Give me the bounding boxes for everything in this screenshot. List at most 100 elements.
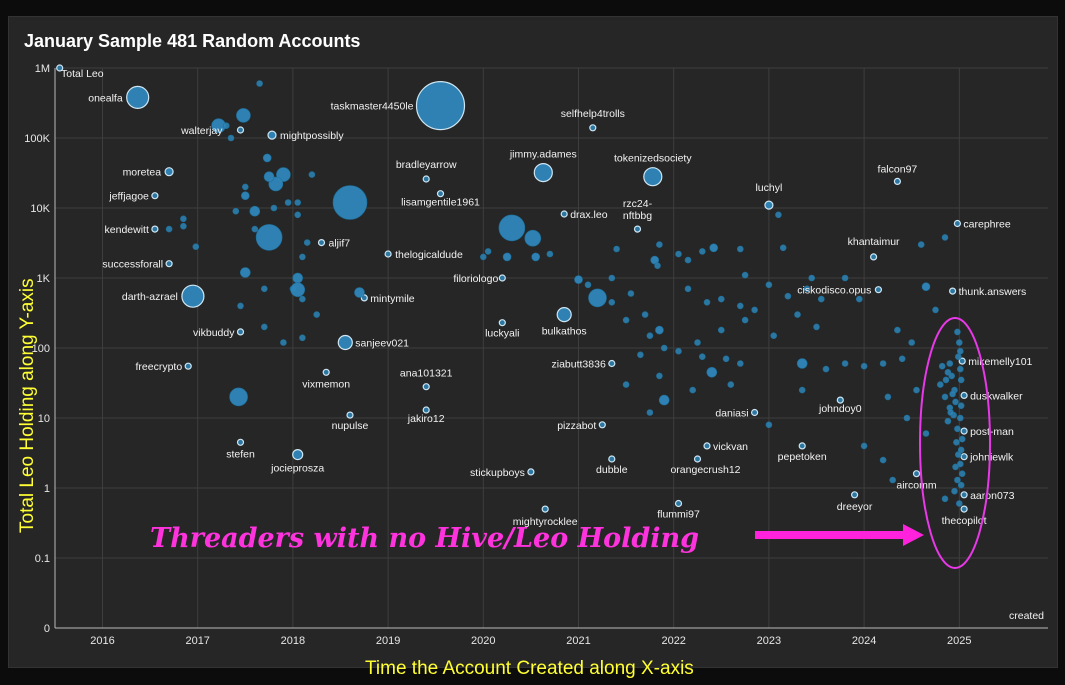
- data-point: [942, 376, 950, 384]
- data-point: [126, 85, 150, 110]
- x-tick-label: 2022: [661, 635, 685, 647]
- grid: [54, 67, 1048, 629]
- data-point: [957, 376, 965, 384]
- data-point: [955, 500, 963, 507]
- point-label: kendewitt: [105, 224, 149, 236]
- data-point: [884, 393, 892, 401]
- data-point: [242, 183, 249, 191]
- point-label: stefen: [226, 448, 255, 460]
- data-point: [936, 381, 944, 388]
- data-point: [694, 339, 701, 346]
- data-point: [236, 108, 251, 123]
- data-points: [56, 64, 968, 513]
- point-label: orangecrush12: [670, 464, 740, 476]
- data-point: [574, 275, 583, 284]
- data-point: [941, 393, 949, 401]
- data-point: [949, 390, 956, 398]
- data-point: [784, 292, 792, 300]
- point-label: successforall: [102, 259, 163, 271]
- data-point: [241, 191, 250, 200]
- data-point: [498, 274, 506, 282]
- data-point: [956, 460, 964, 468]
- data-point: [498, 319, 506, 327]
- data-point: [541, 505, 549, 513]
- point-label: luckyali: [485, 328, 519, 340]
- data-point: [346, 411, 354, 419]
- data-point: [932, 306, 939, 314]
- data-point: [717, 326, 725, 334]
- data-point: [256, 80, 263, 87]
- data-point: [944, 417, 952, 425]
- data-point: [736, 360, 744, 367]
- data-point: [958, 357, 966, 365]
- point-label: stickupboys: [470, 467, 525, 479]
- y-tick-label: 0: [44, 623, 50, 635]
- data-point: [484, 248, 492, 255]
- data-point: [954, 451, 962, 458]
- data-point: [180, 215, 187, 223]
- point-label: vickvan: [713, 441, 748, 453]
- data-point: [894, 326, 901, 334]
- data-point: [779, 244, 787, 252]
- data-point: [633, 225, 642, 233]
- point-label: aaron073: [970, 490, 1015, 502]
- point-label: falcon97: [878, 163, 918, 175]
- data-point: [706, 366, 718, 378]
- data-point: [654, 262, 661, 270]
- point-label: walterjay: [180, 125, 223, 137]
- point-label: jeffjagoe: [108, 191, 149, 203]
- data-point: [384, 250, 392, 258]
- y-tick-label: 0.1: [35, 553, 50, 565]
- data-point: [498, 214, 526, 242]
- data-point: [850, 491, 859, 499]
- point-label: mintymile: [370, 293, 414, 305]
- data-point: [332, 185, 368, 220]
- point-label: rzc24-nftbbg: [623, 198, 653, 222]
- data-point: [957, 446, 965, 454]
- data-point: [531, 252, 541, 262]
- point-label: mikemelly101: [968, 356, 1032, 368]
- data-point: [952, 398, 959, 406]
- data-point: [736, 245, 744, 253]
- data-point: [855, 295, 863, 303]
- data-point: [322, 368, 330, 376]
- data-point: [588, 288, 607, 308]
- axis-ticks: 0 0.1 1 10 100 1K 10K 100K 1M 2016 2017 2018 2019 202…: [24, 63, 971, 647]
- y-tick-label: 1K: [37, 273, 51, 285]
- data-point: [313, 311, 321, 318]
- data-point: [646, 409, 654, 416]
- point-label: flummi97: [657, 509, 700, 521]
- point-label: drax.leo: [570, 209, 608, 221]
- data-point: [299, 295, 306, 303]
- point-label: aljif7: [329, 238, 351, 250]
- data-point: [889, 476, 897, 484]
- data-point: [841, 274, 849, 282]
- point-label: jocieprosza: [270, 463, 324, 475]
- data-point: [957, 481, 965, 489]
- point-label: filoriologo: [453, 273, 498, 285]
- data-point: [794, 311, 801, 318]
- point-label: dreeyor: [837, 501, 873, 513]
- data-point: [422, 175, 430, 183]
- data-point: [608, 298, 616, 306]
- data-point: [294, 211, 302, 219]
- point-label: jimmy.adames: [509, 149, 577, 161]
- data-point: [251, 225, 259, 233]
- data-point: [741, 316, 749, 324]
- point-label: selfhelp4trolls: [561, 108, 625, 120]
- data-point: [236, 438, 245, 446]
- point-label: daniasi: [715, 408, 748, 420]
- data-point: [736, 302, 744, 310]
- data-point: [655, 325, 664, 335]
- data-point: [641, 311, 649, 318]
- data-point: [765, 281, 773, 289]
- data-point: [608, 359, 616, 368]
- data-point: [938, 362, 946, 370]
- data-point: [709, 243, 719, 253]
- data-point: [613, 245, 620, 253]
- data-point: [317, 239, 326, 247]
- point-labels: onealfa walterjay mightpossibly taskmaster4…: [88, 92, 1032, 528]
- point-label: mightyrocklee: [513, 516, 578, 528]
- point-label: moretea: [123, 167, 162, 179]
